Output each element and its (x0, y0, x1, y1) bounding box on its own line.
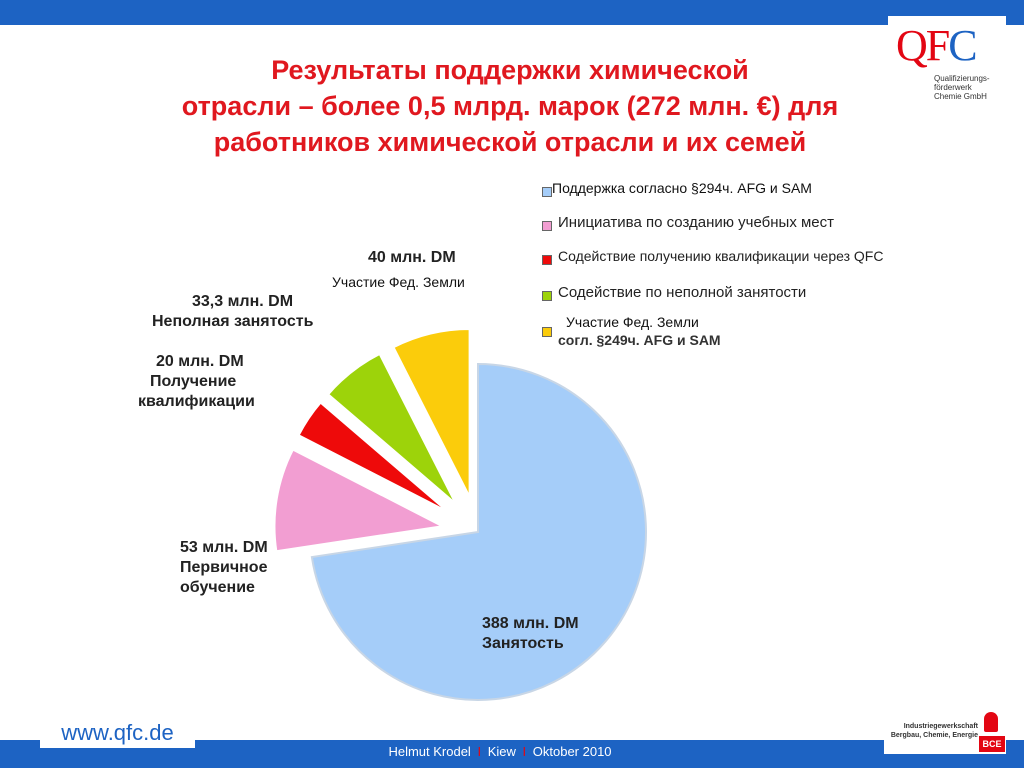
legend-label-3: Содействие получению квалификации через … (558, 248, 884, 264)
slide-title-line-1: Результаты поддержки химической (271, 55, 749, 85)
slice-label-qualification-name-2: квалификации (138, 393, 255, 410)
ig-bce-figure-icon (984, 712, 998, 732)
slice-label-employment: 388 млн. DM Занятость (482, 614, 579, 654)
slice-label-initial-training-name-2: обучение (180, 579, 255, 596)
slice-label-initial-training-name-1: Первичное (180, 559, 268, 576)
slice-label-qualification-value: 20 млн. DM (156, 353, 244, 370)
ig-bce-text: Industriegewerkschaft Bergbau, Chemie, E… (890, 723, 978, 739)
ig-bce-badge: BCE (979, 736, 1005, 752)
legend-swatch-4 (542, 291, 552, 301)
slide-title-line-2: отрасли – более 0,5 млрд. марок (272 млн… (181, 91, 839, 121)
legend-label-5a: Участие Фед. Земли (566, 314, 699, 330)
legend-swatch-3 (542, 255, 552, 265)
slice-label-state-value: 40 млн. DM (368, 249, 456, 266)
slice-qualification (297, 401, 449, 513)
slice-state (392, 327, 471, 498)
qfc-logo-mark: QFC (896, 21, 978, 70)
footer-separator-1: I (477, 744, 482, 759)
footer-date: Oktober 2010 (532, 744, 612, 759)
slice-label-part-time-name: Неполная занятость (152, 313, 314, 330)
slice-label-qualification-name-1: Получение (150, 373, 237, 390)
legend-label-1: Поддержка согласно §294ч. AFG и SAM (552, 180, 812, 196)
legend-label-2: Инициатива по созданию учебных мест (558, 214, 835, 231)
slice-label-initial-training: 53 млн. DM Первичное обучение (180, 538, 268, 598)
slice-initial-training (273, 448, 446, 553)
slice-label-state-name: Участие Фед. Земли (332, 274, 465, 290)
slice-label-qualification: 20 млн. DM Получение квалификации (138, 352, 255, 412)
qfc-logo: QFC Qualifizierungs- förderwerk Chemie G… (888, 16, 1006, 108)
slice-label-part-time-value: 33,3 млн. DM (192, 293, 294, 310)
footer-separator-2: I (522, 744, 527, 759)
slice-part-time (326, 352, 457, 505)
slice-label-part-time: 33,3 млн. DM Неполная занятость (152, 292, 313, 332)
footer-author: Helmut Krodel (388, 744, 471, 759)
legend-label-4: Содействие по неполной занятости (558, 284, 807, 301)
slice-label-initial-training-value: 53 млн. DM (180, 539, 268, 556)
footer-info: Helmut Krodel I Kiew I Oktober 2010 (300, 744, 700, 760)
ig-bce-logo: Industriegewerkschaft Bergbau, Chemie, E… (884, 708, 1006, 754)
qfc-logo-subtitle: Qualifizierungs- förderwerk Chemie GmbH (934, 74, 990, 101)
slice-employment (310, 362, 647, 701)
footer-city: Kiew (487, 744, 516, 759)
legend-swatch-5 (542, 327, 552, 337)
slice-label-employment-value: 388 млн. DM (482, 615, 579, 632)
slice-label-employment-name: Занятость (482, 635, 564, 652)
legend-swatch-1 (542, 187, 552, 197)
legend-label-5b: согл. §249ч. AFG и SAM (558, 332, 721, 348)
top-bar (0, 0, 1024, 25)
slide-title-line-3: работников химической отрасли и их семей (213, 127, 807, 157)
pie-slices (273, 327, 647, 701)
legend-swatch-2 (542, 221, 552, 231)
website-link[interactable]: www.qfc.de (40, 718, 195, 748)
slide-title: Результаты поддержки химической отрасли … (120, 52, 900, 160)
